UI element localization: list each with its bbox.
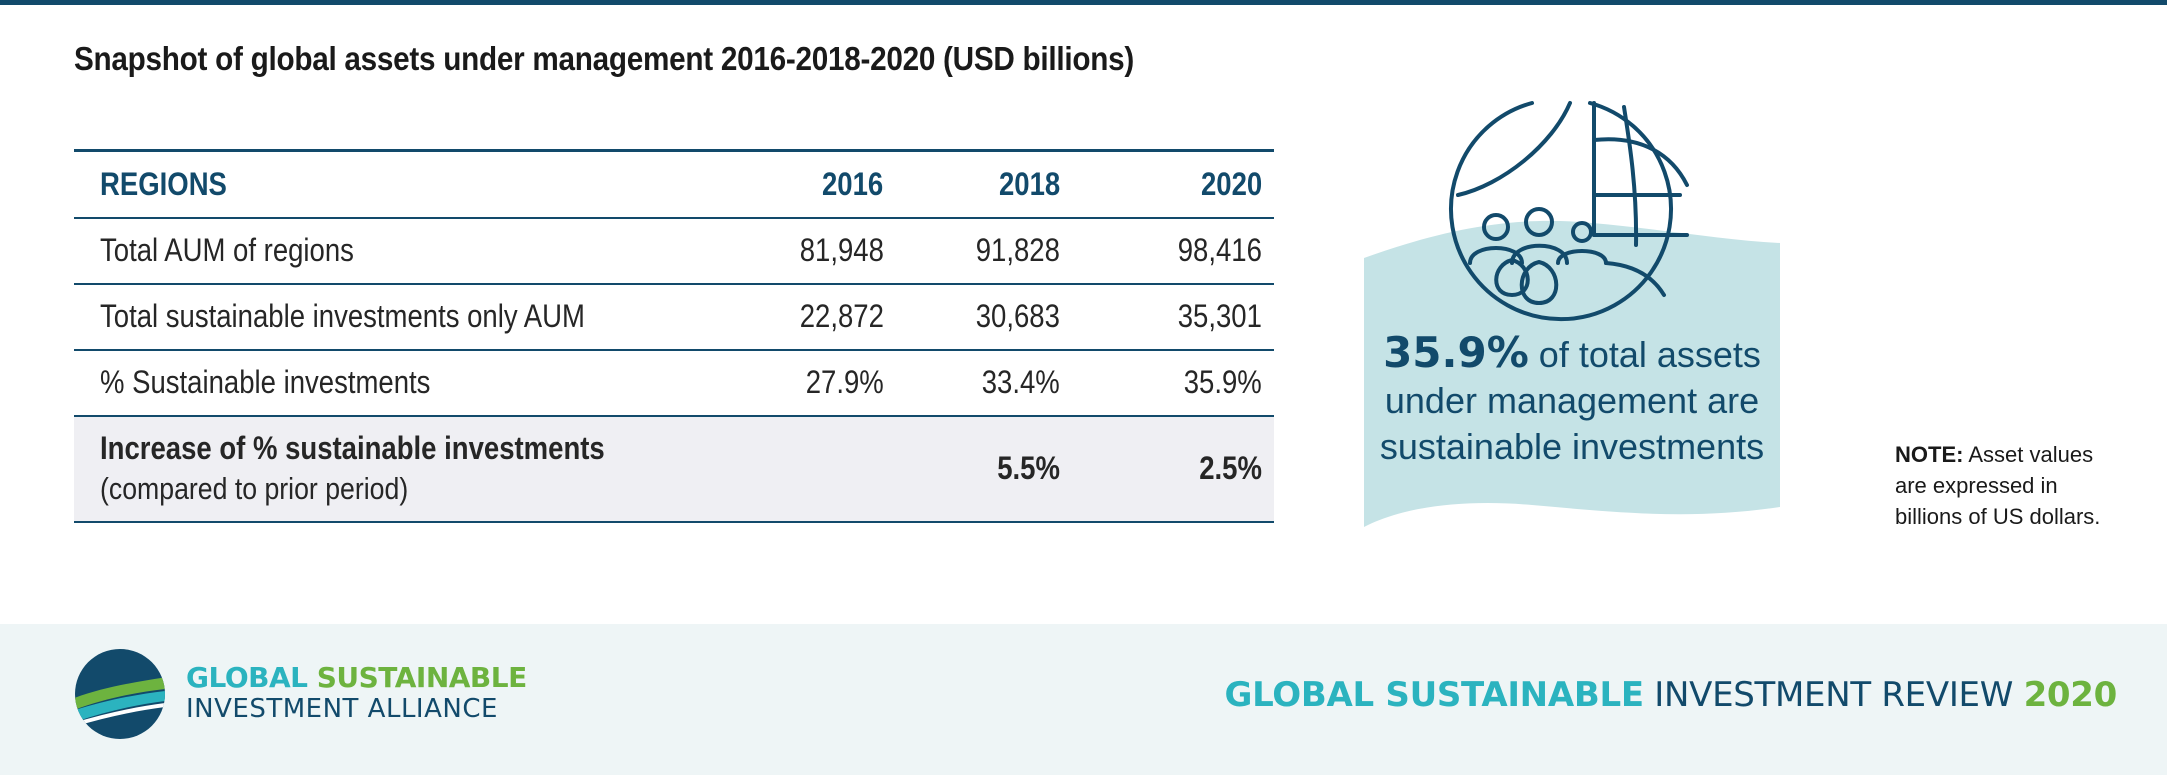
increase-row-label: Increase of % sustainable investments (c… xyxy=(74,416,699,522)
footer xyxy=(0,624,2167,775)
cell-2018: 30,683 xyxy=(975,298,1060,334)
cell-2016: 27.9% xyxy=(805,364,884,400)
table-row: Total sustainable investments only AUM 2… xyxy=(74,284,1274,350)
logo-title: GLOBAL SUSTAINABLE xyxy=(186,661,527,694)
callout-line3: sustainable investments xyxy=(1379,426,1765,467)
callout-wave-bg xyxy=(1364,220,1780,527)
row-label: % Sustainable investments xyxy=(100,364,431,400)
cell-2018: 91,828 xyxy=(975,232,1060,268)
note-label: NOTE: xyxy=(1895,442,1964,467)
note-text: Asset values are expressed in billions o… xyxy=(1895,442,2101,529)
cell-2016: 22,872 xyxy=(799,298,884,334)
logo-subtitle: INVESTMENT ALLIANCE xyxy=(186,694,498,724)
table-header-row: REGIONS 2016 2018 2020 xyxy=(74,150,1274,218)
increase-2018: 5.5% xyxy=(996,450,1060,486)
callout-graphic xyxy=(1364,101,1780,527)
header-2020: 2020 xyxy=(1200,165,1262,202)
increase-label: Increase of % sustainable investments xyxy=(100,430,605,466)
cell-2020: 35,301 xyxy=(1177,298,1262,334)
header-2016: 2016 xyxy=(822,165,884,202)
table-row: % Sustainable investments 27.9% 33.4% 35… xyxy=(74,350,1274,416)
review-title: GLOBAL SUSTAINABLE INVESTMENT REVIEW 202… xyxy=(1224,675,2117,715)
callout-line1: 35.9% of total assets xyxy=(1383,328,1761,377)
callout-line2: under management are xyxy=(1384,380,1760,421)
increase-2016 xyxy=(699,416,896,522)
row-label: Total AUM of regions xyxy=(100,232,354,268)
increase-2020: 2.5% xyxy=(1199,450,1262,486)
cell-2016: 81,948 xyxy=(799,232,884,268)
globe-people-icon xyxy=(1449,101,1689,322)
increase-row: Increase of % sustainable investments (c… xyxy=(74,415,1274,522)
callout-text: 35.9% of total assets under management a… xyxy=(1362,330,1782,470)
table-row: Total AUM of regions 81,948 91,828 98,41… xyxy=(74,218,1274,284)
increase-sublabel: (compared to prior period) xyxy=(100,471,409,506)
top-accent-bar xyxy=(0,0,2167,5)
aum-table: REGIONS 2016 2018 2020 Total AUM of regi… xyxy=(74,149,1274,523)
callout-percent: 35.9% xyxy=(1383,328,1529,377)
header-2018: 2018 xyxy=(998,165,1060,202)
cell-2018: 33.4% xyxy=(981,364,1060,400)
page-title: Snapshot of global assets under manageme… xyxy=(74,40,1134,77)
row-label: Total sustainable investments only AUM xyxy=(100,298,585,334)
cell-2020: 98,416 xyxy=(1177,232,1262,268)
header-regions: REGIONS xyxy=(100,165,227,202)
gsia-logo-icon xyxy=(75,649,165,739)
cell-2020: 35.9% xyxy=(1183,364,1262,400)
note: NOTE: Asset values are expressed in bill… xyxy=(1895,439,2125,532)
